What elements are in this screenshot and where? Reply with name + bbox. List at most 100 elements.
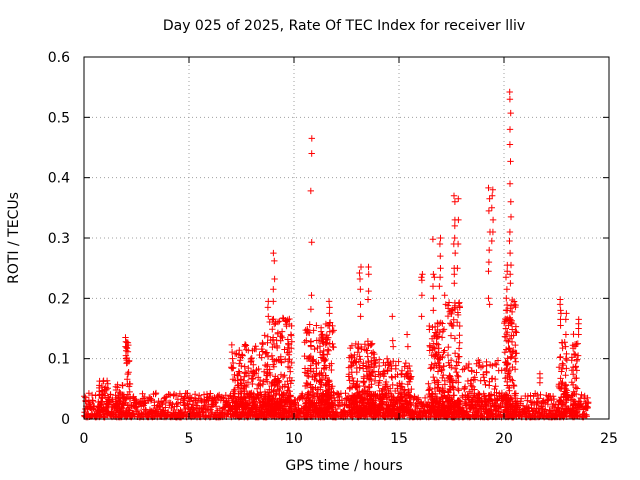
data-point	[272, 373, 279, 380]
data-point	[507, 354, 514, 361]
data-point	[89, 405, 97, 413]
data-point	[384, 367, 391, 375]
data-point	[328, 392, 335, 400]
data-point	[345, 373, 352, 380]
data-point	[356, 353, 363, 360]
data-point	[281, 346, 288, 353]
data-point	[313, 390, 320, 397]
data-point	[501, 366, 509, 374]
data-point	[485, 258, 493, 266]
data-point	[509, 296, 516, 304]
data-point	[273, 342, 281, 350]
axis-ticks: 0 5 10 15 20 25 0 0.1 0.2 0.3 0.4 0.5 0.6	[48, 50, 618, 447]
data-point	[249, 408, 256, 415]
data-point	[320, 393, 328, 401]
data-point	[506, 180, 514, 187]
data-point	[483, 362, 490, 369]
x-tick-label: 20	[495, 431, 513, 447]
data-point	[370, 397, 377, 404]
data-point	[562, 331, 570, 338]
data-point	[481, 398, 488, 406]
data-point	[330, 409, 337, 416]
data-point	[430, 295, 437, 302]
data-point	[329, 343, 337, 351]
data-point	[248, 354, 255, 362]
data-point	[318, 335, 325, 343]
data-point	[276, 387, 283, 395]
data-point	[418, 313, 425, 320]
data-point	[267, 337, 274, 344]
data-point	[450, 404, 457, 411]
data-point	[507, 198, 514, 205]
data-point	[503, 409, 510, 417]
data-point	[173, 403, 181, 410]
data-point	[228, 341, 235, 349]
data-point	[201, 402, 208, 409]
data-point	[368, 340, 376, 347]
data-point	[326, 310, 333, 317]
data-point	[434, 368, 442, 375]
data-point	[326, 340, 333, 347]
data-point	[253, 395, 260, 403]
data-point	[379, 391, 386, 398]
data-point	[279, 373, 287, 381]
data-point	[559, 360, 566, 367]
data-point	[489, 216, 497, 224]
data-point	[518, 395, 525, 402]
data-point	[309, 373, 316, 381]
data-point	[234, 372, 241, 379]
data-point	[555, 364, 563, 371]
data-point	[512, 341, 519, 349]
data-point	[162, 404, 169, 411]
data-point	[481, 393, 488, 400]
data-point	[482, 381, 489, 388]
data-point	[405, 409, 412, 417]
data-point	[247, 355, 254, 363]
data-point	[437, 265, 444, 272]
data-point	[488, 237, 495, 245]
data-point	[376, 377, 383, 384]
data-point	[504, 378, 511, 386]
data-point	[492, 383, 499, 390]
data-point	[364, 347, 371, 354]
data-point	[307, 306, 315, 313]
data-point	[271, 257, 278, 265]
data-point	[510, 400, 517, 407]
data-point	[266, 393, 273, 400]
data-point	[503, 346, 510, 353]
data-point	[184, 390, 191, 397]
data-point	[313, 365, 320, 372]
data-point	[360, 379, 367, 386]
data-point	[447, 383, 454, 390]
data-point	[278, 328, 286, 335]
data-point	[263, 349, 271, 356]
data-point	[574, 340, 581, 347]
y-tick-label: 0.4	[48, 171, 70, 187]
data-point	[366, 404, 373, 411]
data-point	[508, 353, 515, 360]
data-point	[562, 355, 570, 362]
data-point	[100, 378, 107, 385]
data-point	[540, 399, 547, 406]
data-point	[241, 370, 249, 377]
data-point	[303, 337, 310, 344]
data-point	[468, 404, 475, 411]
data-point	[493, 389, 500, 396]
data-point	[122, 352, 130, 359]
data-point	[461, 384, 468, 392]
data-point	[559, 379, 566, 386]
data-point	[392, 387, 399, 395]
data-point	[448, 320, 455, 328]
data-point	[506, 249, 514, 257]
data-point	[483, 369, 490, 376]
data-point	[248, 409, 255, 416]
data-point	[126, 388, 133, 396]
x-tick-label: 10	[285, 431, 303, 447]
data-point	[287, 380, 294, 387]
data-point	[366, 393, 373, 400]
data-point	[230, 393, 237, 400]
data-point	[430, 271, 437, 278]
data-point	[408, 385, 415, 393]
data-point	[451, 335, 459, 342]
plot-frame	[83, 56, 610, 420]
